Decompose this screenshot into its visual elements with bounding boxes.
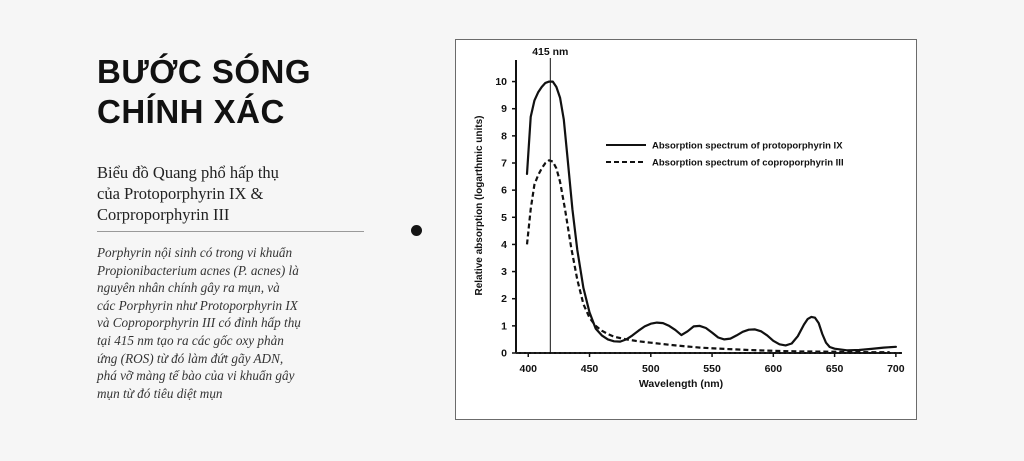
y-tick-label: 0: [501, 348, 507, 360]
subtitle-line-1: Biểu đồ Quang phổ hấp thụ: [97, 163, 279, 182]
x-tick-label: 400: [519, 363, 537, 375]
description-line-3: nguyên nhân chính gây ra mụn, và: [97, 280, 280, 296]
legend-label-2: Absorption spectrum of coproporphyrin II…: [652, 158, 844, 169]
y-tick-label: 1: [501, 320, 507, 332]
description-line-6: tại 415 nm tạo ra các gốc oxy phản: [97, 332, 284, 348]
y-tick-label: 10: [495, 76, 507, 88]
x-tick-label: 500: [642, 363, 660, 375]
peak-annotation-label: 415 nm: [532, 46, 568, 58]
description-line-2: Propionibacterium acnes (P. acnes) là: [97, 262, 299, 278]
divider: [97, 231, 364, 232]
y-tick-label: 8: [501, 130, 507, 142]
y-tick-label: 9: [501, 103, 507, 115]
description-line-7: ứng (ROS) từ đó làm đứt gãy ADN,: [97, 350, 284, 366]
heading-line-2: CHÍNH XÁC: [97, 93, 285, 130]
description-line-5: và Coproporphyrin III có đỉnh hấp thụ: [97, 315, 301, 331]
y-tick-label: 7: [501, 158, 507, 170]
chart-subtitle: Biểu đồ Quang phổ hấp thụ của Protoporph…: [97, 162, 357, 225]
y-tick-label: 2: [501, 293, 507, 305]
subtitle-line-2: của Protoporphyrin IX &: [97, 184, 264, 203]
chart-frame: 0 1 2 3 4 5 6 7 8 9 10 400 450 500 550 600 650 700 Wavelen…: [455, 39, 917, 420]
y-tick-label: 3: [501, 266, 507, 278]
description-line-4: các Porphyrin như Protoporphyrin IX: [97, 297, 298, 313]
x-tick-label: 700: [887, 363, 905, 375]
legend-label-1: Absorption spectrum of protoporphyrin IX: [652, 141, 843, 152]
x-axis-label: Wavelength (nm): [639, 378, 723, 390]
page-heading: BƯỚC SÓNG CHÍNH XÁC: [97, 52, 397, 132]
series-line-1: [525, 80, 897, 352]
y-tick-label: 4: [501, 239, 507, 251]
bullet-dot: [411, 225, 422, 236]
x-tick-label: 600: [765, 363, 783, 375]
y-axis-label: Relative absorption (logarthmic units): [474, 115, 485, 295]
heading-line-1: BƯỚC SÓNG: [97, 53, 312, 90]
x-tick-label: 550: [703, 363, 721, 375]
series-line-2: [525, 159, 890, 354]
description-line-1: Porphyrin nội sinh có trong vi khuẩn: [97, 245, 293, 260]
x-tick-label: 450: [581, 363, 599, 375]
y-tick-label: 6: [501, 185, 507, 197]
x-tick-label: 650: [826, 363, 844, 375]
description-line-9: mụn từ đó tiêu diệt mụn: [97, 385, 223, 401]
subtitle-line-3: Corproporphyrin III: [97, 205, 230, 224]
y-tick-label: 5: [501, 212, 507, 224]
absorption-chart: 0 1 2 3 4 5 6 7 8 9 10 400 450 500 550 600 650 700 Wavelen…: [474, 46, 905, 390]
description-paragraph: Porphyrin nội sinh có trong vi khuẩn Pro…: [97, 244, 359, 402]
description-line-8: phá vỡ màng tế bào của vi khuẩn gây: [97, 368, 295, 384]
